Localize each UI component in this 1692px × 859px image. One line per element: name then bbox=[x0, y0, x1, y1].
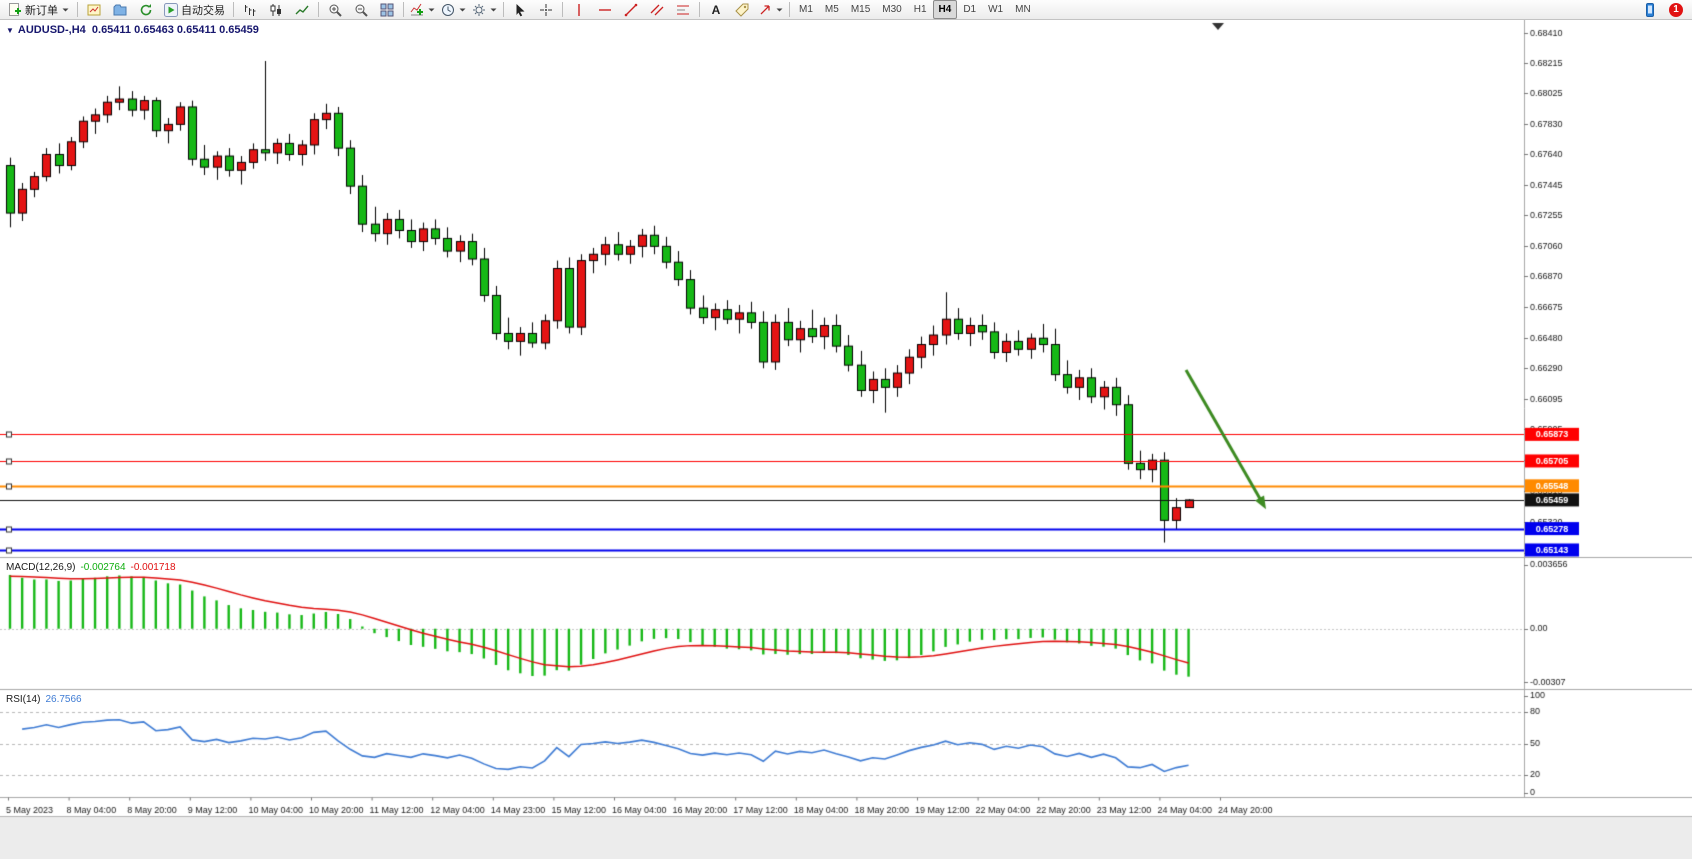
notification-badge: 1 bbox=[1669, 2, 1683, 17]
zoom-in-button[interactable] bbox=[322, 0, 348, 20]
vertical-line-button[interactable] bbox=[566, 0, 592, 20]
line-chart-button[interactable] bbox=[289, 0, 315, 20]
zoom-out-button[interactable] bbox=[348, 0, 374, 20]
timeframe-w1-button[interactable]: W1 bbox=[988, 4, 1004, 15]
one-click-trading-toggle[interactable]: ▼ bbox=[6, 26, 14, 35]
periods-button[interactable] bbox=[438, 0, 469, 20]
text-label-button[interactable] bbox=[729, 0, 755, 20]
fibonacci-icon bbox=[676, 3, 690, 17]
new-order-label: 新订单 bbox=[25, 4, 58, 17]
refresh-button[interactable] bbox=[133, 0, 159, 20]
zoom-out-icon bbox=[354, 3, 368, 17]
arrows-button[interactable] bbox=[755, 0, 786, 20]
refresh-icon bbox=[139, 3, 153, 17]
channel-icon bbox=[650, 3, 664, 17]
candlestick-chart-icon bbox=[269, 3, 283, 17]
toolbar-separator bbox=[77, 2, 78, 17]
chevron-down-icon bbox=[428, 6, 435, 14]
bar-chart-button[interactable] bbox=[237, 0, 263, 20]
indicators-button[interactable] bbox=[407, 0, 438, 20]
line-chart-icon bbox=[295, 3, 309, 17]
cursor-icon bbox=[513, 3, 527, 17]
timeframe-m30-button[interactable]: M30 bbox=[882, 4, 902, 15]
profiles-button[interactable] bbox=[107, 0, 133, 20]
chart-window: ▼ AUDUSD-,H4 0.65411 0.65463 0.65411 0.65… bbox=[0, 20, 1692, 859]
timeframe-m15-button[interactable]: M15 bbox=[850, 4, 871, 15]
toolbar-separator bbox=[233, 2, 234, 17]
new-order-button[interactable]: 新订单 bbox=[3, 0, 74, 20]
channel-button[interactable] bbox=[644, 0, 670, 20]
horizontal-line-button[interactable] bbox=[592, 0, 618, 20]
notifications-button[interactable]: 1 bbox=[1663, 0, 1689, 20]
text-icon: A bbox=[711, 2, 721, 17]
cursor-button[interactable] bbox=[507, 0, 533, 20]
label-icon bbox=[735, 3, 749, 17]
autotrading-button[interactable]: 自动交易 bbox=[159, 0, 230, 20]
folder-icon bbox=[113, 3, 127, 17]
toolbar-separator bbox=[562, 2, 563, 17]
timeframe-d1-button[interactable]: D1 bbox=[963, 4, 977, 15]
chevron-down-icon bbox=[490, 6, 497, 14]
clock-icon bbox=[441, 3, 455, 17]
chevron-down-icon bbox=[459, 6, 466, 14]
mobile-app-button[interactable] bbox=[1637, 0, 1663, 20]
timeframe-h4-button[interactable]: H4 bbox=[932, 0, 958, 19]
mobile-phone-icon bbox=[1643, 2, 1657, 17]
chart-canvas[interactable] bbox=[0, 20, 1692, 859]
new-chart-button[interactable] bbox=[81, 0, 107, 20]
indicators-icon bbox=[410, 3, 424, 17]
toolbar-separator bbox=[699, 2, 700, 17]
timeframe-mn-button[interactable]: MN bbox=[1015, 4, 1031, 15]
new-order-icon bbox=[8, 2, 22, 17]
autotrading-icon bbox=[164, 2, 178, 17]
zoom-in-icon bbox=[328, 3, 342, 17]
toolbar-separator bbox=[403, 2, 404, 17]
horizontal-line-icon bbox=[598, 3, 612, 17]
toolbar-separator bbox=[318, 2, 319, 17]
trendline-icon bbox=[624, 3, 638, 17]
trendline-button[interactable] bbox=[618, 0, 644, 20]
vertical-line-icon bbox=[572, 3, 586, 17]
tile-windows-button[interactable] bbox=[374, 0, 400, 20]
chevron-down-icon bbox=[62, 6, 69, 14]
timeframe-m1-button[interactable]: M1 bbox=[799, 4, 813, 15]
templates-button[interactable] bbox=[469, 0, 500, 20]
toolbar-separator bbox=[789, 2, 790, 17]
text-button[interactable]: A bbox=[703, 0, 729, 20]
timeframe-h1-button[interactable]: H1 bbox=[913, 4, 927, 15]
candlestick-chart-button[interactable] bbox=[263, 0, 289, 20]
crosshair-button[interactable] bbox=[533, 0, 559, 20]
fibonacci-button[interactable] bbox=[670, 0, 696, 20]
toolbar: 新订单 自动交易 A M1 M5 M15 bbox=[0, 0, 1692, 20]
arrow-tool-icon bbox=[758, 3, 772, 17]
chevron-down-icon bbox=[776, 6, 783, 14]
toolbar-separator bbox=[503, 2, 504, 17]
autotrading-label: 自动交易 bbox=[181, 4, 225, 17]
gear-icon bbox=[472, 3, 486, 17]
tile-windows-icon bbox=[380, 3, 394, 17]
timeframe-m5-button[interactable]: M5 bbox=[824, 4, 839, 15]
bar-chart-icon bbox=[243, 3, 257, 17]
new-chart-icon bbox=[87, 3, 101, 17]
crosshair-icon bbox=[539, 3, 553, 17]
